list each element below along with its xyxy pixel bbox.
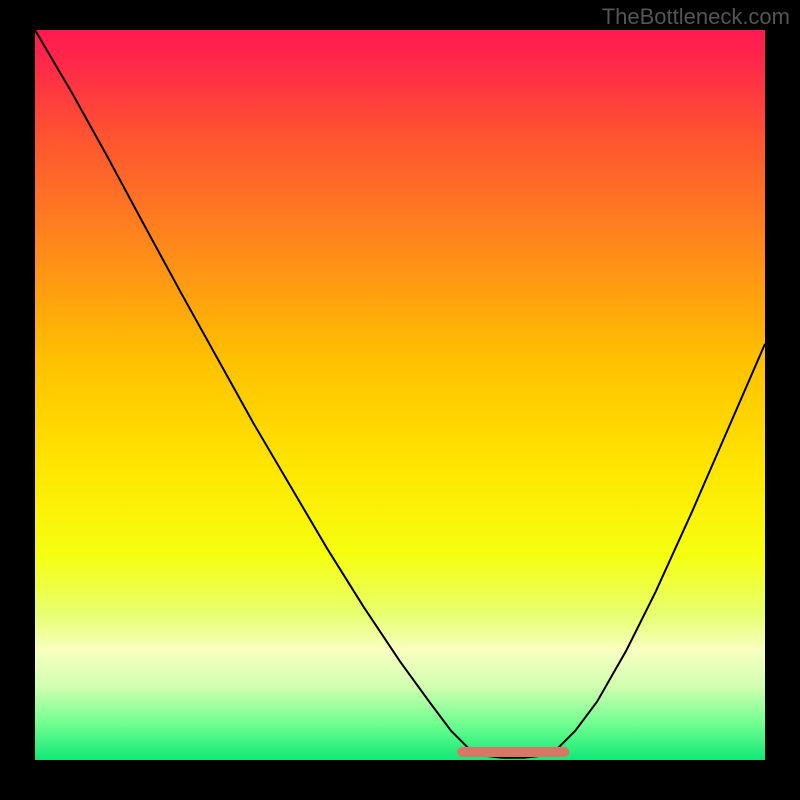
chart-container: TheBottleneck.com: [0, 0, 800, 800]
plot-area-gradient: [35, 30, 765, 760]
bottleneck-curve-chart: [0, 0, 800, 800]
watermark-text: TheBottleneck.com: [602, 4, 790, 30]
